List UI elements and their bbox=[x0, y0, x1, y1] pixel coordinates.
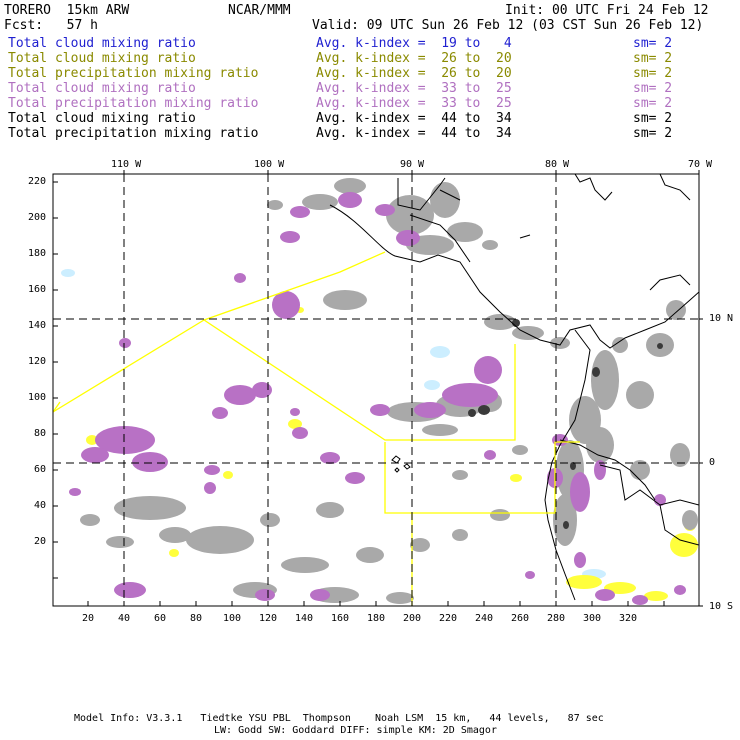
y-tick-label: 120 bbox=[28, 356, 47, 367]
lat-label: 0 bbox=[709, 457, 716, 468]
x-tick-label: 100 bbox=[223, 613, 242, 624]
legend-field: Total precipitation mixing ratio bbox=[8, 96, 259, 111]
init-time: Init: 00 UTC Fri 24 Feb 12 bbox=[505, 3, 709, 18]
x-tick-label: 320 bbox=[619, 613, 638, 624]
y-tick-label: 40 bbox=[34, 500, 47, 511]
galapagos-islands bbox=[391, 455, 411, 473]
precip-purple-layer bbox=[69, 192, 686, 605]
legend-kindex: Avg. k-index = 26 to 20 bbox=[316, 51, 512, 66]
legend-kindex: Avg. k-index = 19 to 4 bbox=[316, 36, 512, 51]
y-tick-label: 160 bbox=[28, 284, 47, 295]
x-tick-label: 280 bbox=[547, 613, 566, 624]
legend-kindex: Avg. k-index = 33 to 25 bbox=[316, 96, 512, 111]
lat-lon-grid bbox=[53, 174, 699, 606]
legend-field: Total cloud mixing ratio bbox=[8, 111, 196, 126]
y-tick-label: 200 bbox=[28, 212, 47, 223]
legend-kindex: Avg. k-index = 44 to 34 bbox=[316, 111, 512, 126]
lat-label: 10 S bbox=[709, 601, 734, 612]
y-tick-label: 140 bbox=[28, 320, 47, 331]
lon-label: 100 W bbox=[254, 159, 285, 170]
model-info: Model Info: V3.3.1 Tiedtke YSU PBL Thomp… bbox=[74, 713, 604, 724]
forecast-hour: Fcst: 57 h bbox=[4, 18, 98, 33]
x-tick-label: 240 bbox=[475, 613, 494, 624]
x-grid-ticks bbox=[87, 601, 665, 606]
frame-ticks bbox=[123, 170, 703, 607]
legend-field: Total precipitation mixing ratio bbox=[8, 66, 259, 81]
coastlines bbox=[329, 174, 699, 601]
cloud-core-layer bbox=[468, 319, 663, 529]
x-tick-label: 80 bbox=[190, 613, 203, 624]
x-tick-label: 160 bbox=[331, 613, 350, 624]
lon-label: 110 W bbox=[111, 159, 142, 170]
cloud-gray-layer bbox=[80, 178, 698, 604]
x-tick-label: 140 bbox=[295, 613, 314, 624]
y-tick-label: 20 bbox=[34, 536, 47, 547]
legend-field: Total cloud mixing ratio bbox=[8, 81, 196, 96]
light-cloud-layer bbox=[61, 269, 606, 579]
model-title: TORERO 15km ARW bbox=[4, 3, 130, 18]
y-tick-label: 220 bbox=[28, 176, 47, 187]
organization-label: NCAR/MMM bbox=[228, 3, 291, 18]
legend-kindex: Avg. k-index = 44 to 34 bbox=[316, 126, 512, 141]
legend-smoothing: sm= 2 bbox=[633, 51, 673, 66]
x-tick-label: 300 bbox=[583, 613, 602, 624]
y-tick-label: 80 bbox=[34, 428, 47, 439]
x-tick-label: 220 bbox=[439, 613, 458, 624]
x-tick-label: 200 bbox=[403, 613, 422, 624]
lon-label: 90 W bbox=[400, 159, 425, 170]
x-tick-label: 20 bbox=[82, 613, 95, 624]
legend-field: Total cloud mixing ratio bbox=[8, 51, 196, 66]
x-tick-label: 120 bbox=[259, 613, 278, 624]
legend-smoothing: sm= 2 bbox=[633, 66, 673, 81]
flight-tracks bbox=[53, 251, 580, 606]
x-tick-label: 260 bbox=[511, 613, 530, 624]
legend-kindex: Avg. k-index = 33 to 25 bbox=[316, 81, 512, 96]
lon-label: 80 W bbox=[545, 159, 570, 170]
x-tick-label: 60 bbox=[154, 613, 167, 624]
model-physics: LW: Godd SW: Goddard DIFF: simple KM: 2D… bbox=[214, 725, 497, 736]
precip-yellow-layer bbox=[86, 307, 698, 601]
legend-field: Total precipitation mixing ratio bbox=[8, 126, 259, 141]
legend-smoothing: sm= 2 bbox=[633, 126, 673, 141]
x-tick-label: 40 bbox=[118, 613, 131, 624]
y-tick-label: 60 bbox=[34, 464, 47, 475]
y-grid-ticks bbox=[53, 181, 58, 579]
lat-label: 10 N bbox=[709, 313, 734, 324]
y-tick-label: 100 bbox=[28, 392, 47, 403]
legend-kindex: Avg. k-index = 26 to 20 bbox=[316, 66, 512, 81]
x-tick-label: 180 bbox=[367, 613, 386, 624]
legend-smoothing: sm= 2 bbox=[633, 81, 673, 96]
valid-time: Valid: 09 UTC Sun 26 Feb 12 (03 CST Sun … bbox=[312, 18, 704, 33]
legend-smoothing: sm= 2 bbox=[633, 111, 673, 126]
legend-field: Total cloud mixing ratio bbox=[8, 36, 196, 51]
legend-smoothing: sm= 2 bbox=[633, 96, 673, 111]
lon-label: 70 W bbox=[688, 159, 713, 170]
y-tick-label: 180 bbox=[28, 248, 47, 259]
legend-smoothing: sm= 2 bbox=[633, 36, 673, 51]
